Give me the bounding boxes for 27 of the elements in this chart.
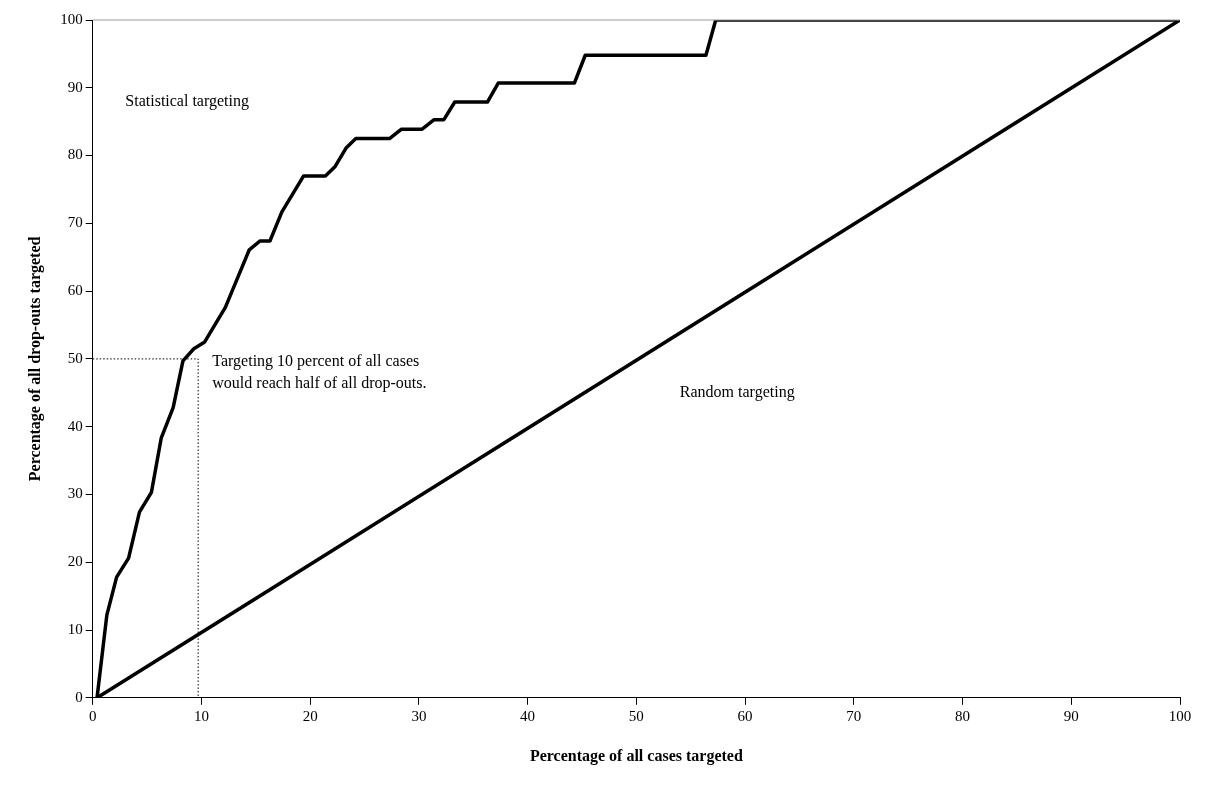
x-tick-label: 60 xyxy=(737,707,753,724)
x-axis-title: Percentage of all cases targeted xyxy=(529,746,743,765)
x-tick-label: 20 xyxy=(302,707,318,724)
annotation: Targeting 10 percent of all cases would reach half of all drop-outs. xyxy=(212,351,427,392)
y-tick-label: 0 xyxy=(75,688,83,705)
y-tick-label: 50 xyxy=(67,349,83,366)
annotation: Random targeting xyxy=(679,382,795,401)
x-tick-label: 100 xyxy=(1168,707,1192,724)
x-tick-label: 0 xyxy=(88,707,97,724)
y-axis-title: Percentage of all drop-outs targeted xyxy=(25,236,44,482)
x-tick-label: 30 xyxy=(411,707,427,724)
y-tick-label: 80 xyxy=(67,146,83,163)
y-tick-label: 90 xyxy=(67,78,83,95)
y-tick-label: 40 xyxy=(67,417,83,434)
y-tick-label: 20 xyxy=(67,553,83,570)
x-tick-label: 10 xyxy=(193,707,209,724)
x-tick-label: 90 xyxy=(1063,707,1079,724)
x-tick-label: 80 xyxy=(955,707,971,724)
y-tick-label: 30 xyxy=(67,485,83,502)
x-tick-label: 70 xyxy=(846,707,862,724)
y-tick-label: 10 xyxy=(67,620,83,637)
y-tick-label: 60 xyxy=(67,282,83,299)
annotation: Statistical targeting xyxy=(125,91,250,110)
x-tick-label: 40 xyxy=(520,707,536,724)
y-tick-label: 70 xyxy=(67,214,83,231)
x-tick-label: 50 xyxy=(628,707,644,724)
y-tick-label: 100 xyxy=(60,10,83,27)
